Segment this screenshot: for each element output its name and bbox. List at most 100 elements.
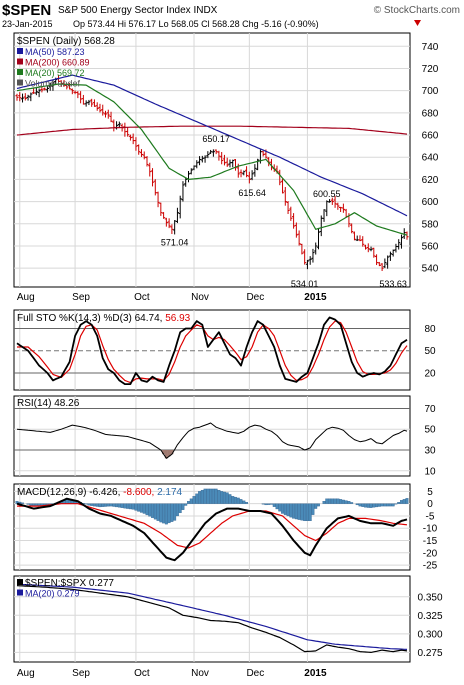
macd-histogram-bar bbox=[275, 503, 279, 510]
macd-histogram-bar bbox=[109, 503, 113, 507]
macd-histogram-bar bbox=[159, 503, 163, 523]
macd-histogram-bar bbox=[175, 503, 179, 517]
ohlc-bar bbox=[247, 171, 251, 184]
y-tick-label: 80 bbox=[424, 324, 436, 335]
month-label: Nov bbox=[191, 292, 209, 303]
macd-histogram-bar bbox=[156, 503, 160, 521]
macd-histogram-bar bbox=[203, 488, 207, 504]
macd-histogram-bar bbox=[29, 503, 33, 506]
macd-histogram-bar bbox=[264, 503, 268, 506]
macd-histogram-bar bbox=[364, 503, 367, 508]
ohlc-bar bbox=[137, 144, 141, 155]
macd-histogram-bar bbox=[394, 503, 398, 505]
ohlc-bar bbox=[26, 94, 30, 101]
macd-histogram-bar bbox=[234, 496, 237, 504]
macd-histogram-bar bbox=[330, 498, 334, 504]
symbol-title: $SPEN bbox=[2, 2, 51, 19]
macd-histogram-bar bbox=[388, 503, 392, 507]
macd-histogram-bar bbox=[128, 503, 132, 510]
macd-histogram-bar bbox=[311, 503, 315, 515]
macd-histogram-bar bbox=[222, 491, 226, 504]
macd-histogram-bar bbox=[347, 501, 351, 504]
price-annotation: 571.04 bbox=[161, 238, 189, 248]
macd-histogram-bar bbox=[98, 503, 102, 508]
y-tick-label: 620 bbox=[422, 175, 439, 186]
macd-histogram-bar bbox=[26, 503, 30, 505]
rsi-title: RSI(14) 48.26 bbox=[17, 398, 80, 409]
macd-histogram-bar bbox=[245, 502, 249, 504]
macd-histogram-bar bbox=[236, 497, 240, 504]
legend-entry: Volume undef bbox=[25, 79, 81, 89]
ohlc-bar bbox=[134, 137, 138, 151]
ohlc-bar bbox=[95, 102, 99, 111]
y-tick-label: 0.300 bbox=[417, 629, 442, 640]
macd-histogram-bar bbox=[117, 503, 121, 508]
ohlc-bar bbox=[90, 98, 94, 107]
macd-histogram-bar bbox=[391, 503, 395, 507]
sto-title-d: 56.93 bbox=[165, 313, 190, 324]
price-panel: 540 560 580 600 620 640 660 680 700 720 740 $SPEN (… bbox=[13, 32, 439, 303]
ohlc-bar bbox=[291, 213, 296, 229]
ohlc-bar bbox=[322, 209, 326, 222]
macd-histogram-bar bbox=[189, 498, 193, 504]
y-tick-label: 5 bbox=[427, 487, 433, 498]
macd-histogram-bar bbox=[92, 503, 96, 507]
ma20-line bbox=[16, 83, 408, 236]
ma200-line bbox=[16, 125, 408, 136]
macd-histogram-bar bbox=[386, 503, 390, 507]
macd-histogram-bar bbox=[333, 498, 337, 504]
y-tick-label: 50 bbox=[424, 346, 436, 357]
ohlc-bar bbox=[139, 149, 144, 157]
macd-histogram-bar bbox=[209, 488, 213, 504]
macd-histogram-bar bbox=[325, 498, 329, 504]
y-tick-label: 0 bbox=[427, 499, 433, 510]
sto-k-line bbox=[16, 316, 408, 386]
macd-histogram-bar bbox=[184, 503, 188, 506]
macd-histogram-bar bbox=[350, 502, 354, 504]
month-label: Sep bbox=[72, 668, 90, 679]
watermark: © StockCharts.com bbox=[374, 5, 460, 16]
ohlc-bar bbox=[283, 186, 287, 206]
ohlc-bar bbox=[386, 255, 390, 269]
ohlc-bar bbox=[20, 93, 25, 103]
ohlc-bar bbox=[101, 104, 105, 116]
down-arrow-icon bbox=[414, 20, 421, 26]
macd-histogram-bar bbox=[377, 503, 381, 507]
ohlc-bar bbox=[45, 86, 50, 93]
ohlc-bar bbox=[231, 159, 235, 168]
ohlc-bar bbox=[184, 177, 188, 187]
macd-histogram-bar bbox=[137, 503, 141, 512]
ohlc-bar bbox=[286, 201, 290, 214]
macd-histogram-bar bbox=[405, 498, 409, 504]
legend-swatch bbox=[17, 48, 23, 54]
macd-histogram-bar bbox=[34, 503, 38, 506]
ohlc-bar bbox=[388, 251, 393, 261]
ohlc-bar bbox=[84, 100, 88, 107]
ohlc-bar bbox=[15, 93, 19, 101]
macd-histogram-bar bbox=[95, 503, 99, 507]
macd-histogram-bar bbox=[120, 503, 124, 508]
macd-histogram-bar bbox=[242, 500, 246, 504]
month-label: Dec bbox=[246, 668, 264, 679]
y-tick-label: -25 bbox=[423, 561, 438, 572]
macd-histogram-bar bbox=[37, 503, 41, 506]
ohlc-bar bbox=[225, 157, 229, 167]
y-tick-label: 600 bbox=[422, 197, 439, 208]
macd-histogram-bar bbox=[231, 496, 235, 504]
ohlc-bar bbox=[217, 150, 221, 161]
ohlc-bar bbox=[189, 168, 193, 175]
macd-histogram-bar bbox=[87, 503, 91, 506]
macd-histogram-bar bbox=[270, 503, 273, 505]
macd-histogram-bar bbox=[369, 503, 373, 508]
legend-entry: MA(50) 587.23 bbox=[25, 47, 85, 57]
ohlc-bar bbox=[203, 155, 207, 163]
macd-histogram-bar bbox=[278, 503, 282, 512]
ohlc-bar bbox=[195, 160, 199, 169]
macd-histogram-bar bbox=[162, 503, 166, 524]
price-panel-frame bbox=[13, 32, 411, 288]
macd-histogram-bar bbox=[192, 496, 196, 504]
ohlc-bar bbox=[303, 249, 307, 265]
macd-histogram-bar bbox=[131, 503, 135, 510]
macd-histogram-bar bbox=[153, 503, 157, 520]
